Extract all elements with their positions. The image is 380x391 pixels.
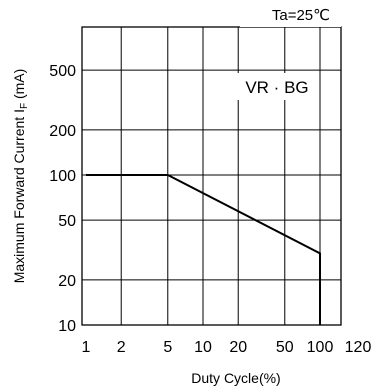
y-tick-label: 10 bbox=[58, 318, 76, 335]
x-axis-label: Duty Cycle(%) bbox=[191, 370, 280, 386]
x-tick-label: 2 bbox=[117, 339, 126, 356]
y-axis-label-subscript: F bbox=[19, 103, 30, 109]
y-tick-label: 50 bbox=[58, 213, 76, 230]
series-line bbox=[86, 174, 321, 325]
x-tick-label: 50 bbox=[276, 339, 294, 356]
annotation-box bbox=[240, 3, 341, 27]
x-tick-label: 100 bbox=[307, 339, 334, 356]
x-tick-label: 5 bbox=[163, 339, 172, 356]
series-label: VR · BG bbox=[245, 78, 308, 97]
plot-frame bbox=[81, 26, 342, 326]
series-label-box bbox=[234, 73, 319, 100]
y-tick-label: 20 bbox=[58, 273, 76, 290]
y-axis-label: Maximum Forward Current IF (mA) bbox=[11, 69, 30, 284]
y-tick-label: 200 bbox=[49, 123, 76, 140]
x-tick-label: 20 bbox=[229, 339, 247, 356]
x-tick-label: 10 bbox=[194, 339, 212, 356]
y-axis-ticks: 10 20 50 100 200 500 bbox=[49, 63, 76, 335]
y-tick-label: 500 bbox=[49, 63, 76, 80]
series-lines bbox=[86, 174, 321, 325]
x-tick-label: 1 bbox=[82, 339, 91, 356]
condition-annotation: Ta=25℃ bbox=[272, 7, 330, 24]
y-axis-label-main: Maximum Forward Current I bbox=[11, 109, 27, 283]
y-axis-label-unit: (mA) bbox=[11, 69, 27, 103]
grid-lines bbox=[82, 27, 341, 325]
x-axis-ticks: 1 2 5 10 20 50 100 120 bbox=[82, 339, 372, 356]
y-tick-label: 100 bbox=[49, 168, 76, 185]
x-tick-label: 120 bbox=[345, 339, 372, 356]
